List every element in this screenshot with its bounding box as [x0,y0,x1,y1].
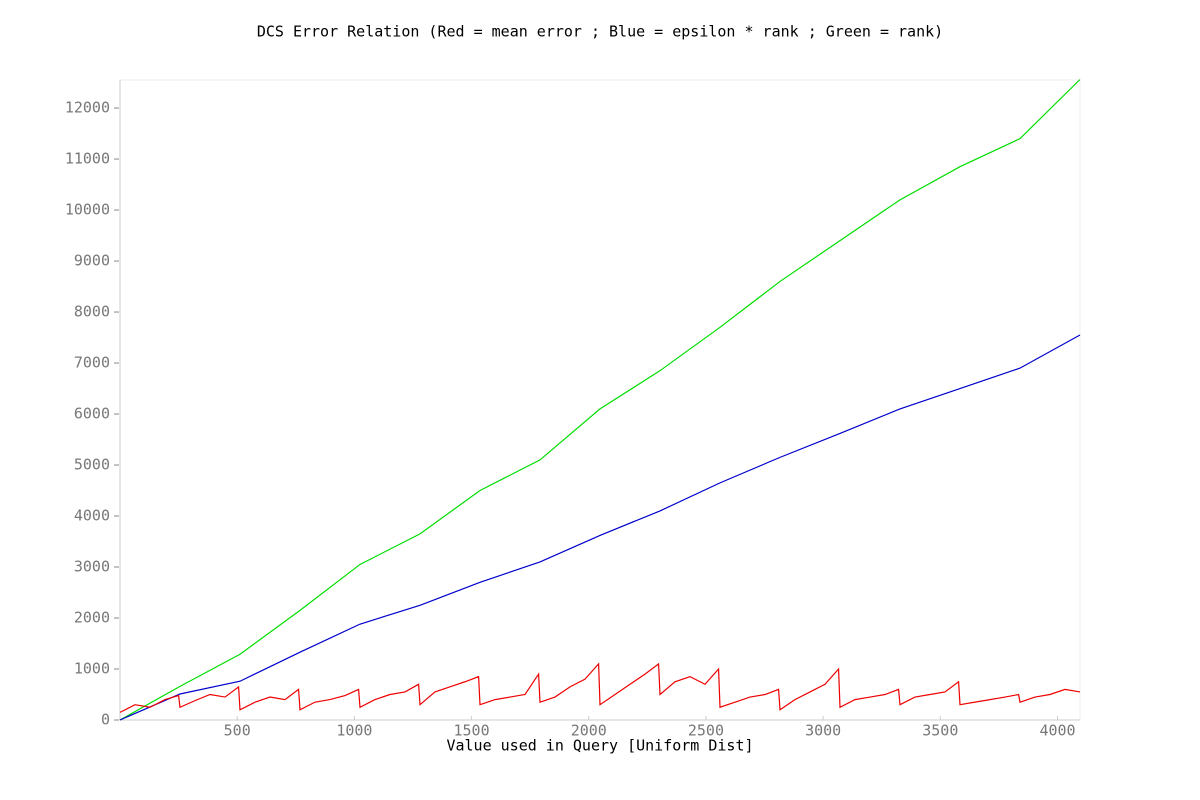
y-tick-label: 6000 [74,405,110,423]
x-tick-label: 500 [224,722,251,740]
y-tick-label: 2000 [74,609,110,627]
y-tick-label: 5000 [74,456,110,474]
plot-area [119,79,1081,721]
y-tick-label: 1000 [74,660,110,678]
series-line [119,662,1081,713]
y-tick-label: 8000 [74,303,110,321]
y-tick-label: 12000 [65,99,110,117]
series-line [119,79,1081,721]
y-tick-label: 0 [101,711,110,729]
x-tick-label: 1500 [454,722,490,740]
x-tick-label: 4000 [1039,722,1075,740]
x-tick-label: 2500 [688,722,724,740]
x-axis-label: Value used in Query [Uniform Dist] [446,737,753,755]
y-tick-label: 4000 [74,507,110,525]
y-tick-label: 9000 [74,252,110,270]
x-tick-label: 3500 [922,722,958,740]
y-tick-label: 11000 [65,150,110,168]
y-tick-label: 10000 [65,201,110,219]
x-tick-label: 3000 [805,722,841,740]
y-tick-label: 3000 [74,558,110,576]
series-line [119,334,1081,721]
x-tick-label: 2000 [571,722,607,740]
y-tick-label: 7000 [74,354,110,372]
x-tick-label: 1000 [336,722,372,740]
chart-title: DCS Error Relation (Red = mean error ; B… [257,23,943,41]
